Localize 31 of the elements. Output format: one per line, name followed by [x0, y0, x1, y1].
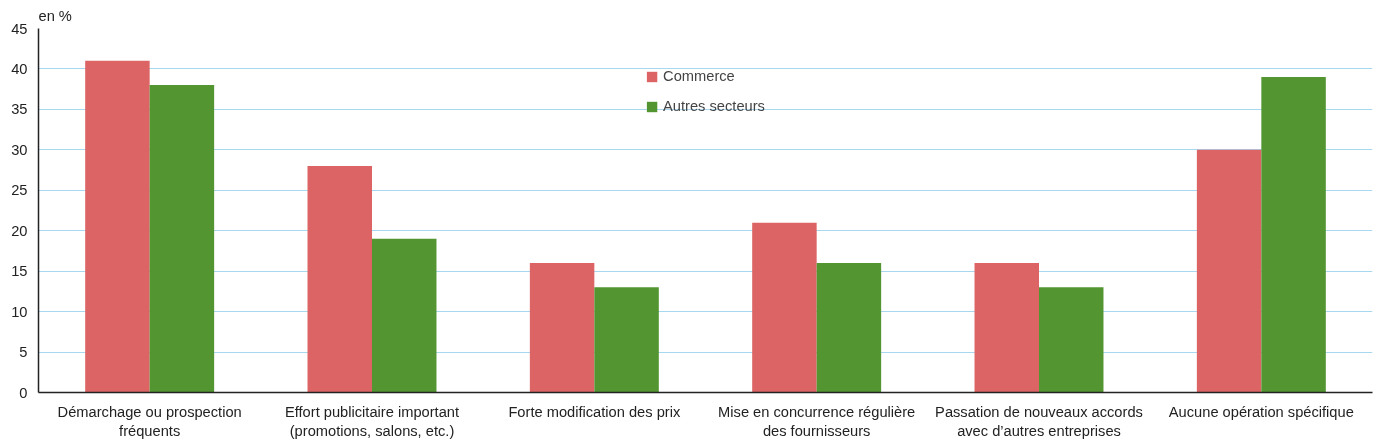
- bar: [529, 263, 595, 393]
- y-tick-label: 0: [19, 384, 28, 401]
- x-tick-label: Passation de nouveaux accords avec d’autres entreprises: [935, 403, 1143, 439]
- bar: [372, 238, 437, 393]
- x-tick-label: Aucune opération spécifique: [1168, 403, 1354, 420]
- bar: [1261, 77, 1326, 393]
- y-tick-label: 45: [11, 20, 28, 37]
- bar: [594, 287, 659, 393]
- y-tick-label: 10: [11, 303, 28, 320]
- bar: [974, 263, 1039, 393]
- y-tick-label: 35: [11, 101, 28, 118]
- x-tick-label: Forte modification des prix: [508, 403, 681, 420]
- bar: [307, 166, 372, 393]
- x-tick-label: Effort publicitaire important (promotions, salons, etc.): [284, 403, 460, 439]
- y-axis-title: en %: [38, 7, 72, 24]
- legend-label: Autres secteurs: [663, 98, 765, 114]
- x-tick-label: Mise en concurrence régulière des fournisseurs: [718, 403, 916, 439]
- x-tick-label: Démarchage ou prospection fréquents: [57, 403, 242, 439]
- bar: [85, 60, 150, 393]
- bar: [752, 222, 817, 393]
- bar: [1196, 149, 1262, 393]
- bar: [816, 263, 882, 393]
- y-tick-label: 25: [11, 182, 28, 199]
- y-tick-label: 20: [11, 222, 28, 239]
- y-tick-label: 40: [11, 60, 28, 77]
- y-tick-label: 30: [11, 141, 28, 158]
- y-tick-label: 5: [19, 344, 28, 361]
- y-tick-label: 15: [11, 263, 28, 280]
- legend-label: Commerce: [663, 68, 735, 84]
- bar: [1039, 287, 1104, 393]
- bar: [149, 85, 215, 393]
